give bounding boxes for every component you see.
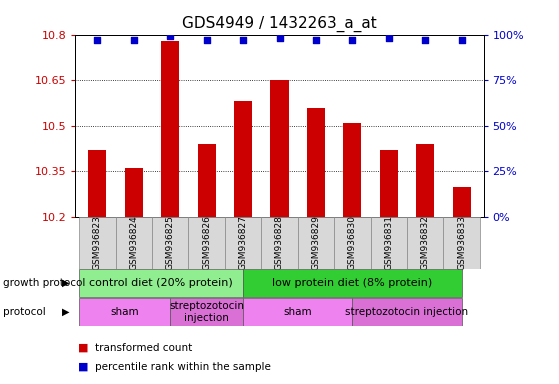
Bar xyxy=(197,144,216,217)
Bar xyxy=(170,298,243,326)
Bar xyxy=(225,217,261,269)
Text: GSM936831: GSM936831 xyxy=(384,215,394,270)
Bar xyxy=(443,217,480,269)
Bar xyxy=(161,41,179,217)
Bar xyxy=(307,108,325,217)
Text: transformed count: transformed count xyxy=(95,343,192,353)
Bar xyxy=(79,270,243,297)
Text: ▶: ▶ xyxy=(62,278,70,288)
Bar xyxy=(298,217,334,269)
Text: GSM936828: GSM936828 xyxy=(275,215,284,270)
Point xyxy=(421,37,430,43)
Text: streptozotocin
injection: streptozotocin injection xyxy=(169,301,244,323)
Bar xyxy=(243,270,462,297)
Text: streptozotocin injection: streptozotocin injection xyxy=(345,307,468,317)
Bar xyxy=(125,168,143,217)
Bar xyxy=(79,217,116,269)
Text: GSM936823: GSM936823 xyxy=(93,215,102,270)
Text: low protein diet (8% protein): low protein diet (8% protein) xyxy=(272,278,433,288)
Bar xyxy=(343,123,362,217)
Text: ■: ■ xyxy=(78,362,89,372)
Point xyxy=(202,37,211,43)
Bar xyxy=(407,217,443,269)
Point xyxy=(165,33,174,40)
Bar xyxy=(234,101,252,217)
Bar xyxy=(188,217,225,269)
Bar xyxy=(371,217,407,269)
Bar xyxy=(334,217,371,269)
Bar xyxy=(261,217,298,269)
Text: GSM936827: GSM936827 xyxy=(239,215,248,270)
Point xyxy=(385,35,394,41)
Title: GDS4949 / 1432263_a_at: GDS4949 / 1432263_a_at xyxy=(182,16,377,32)
Point xyxy=(129,37,138,43)
Bar xyxy=(79,298,170,326)
Point xyxy=(348,37,357,43)
Text: protocol: protocol xyxy=(3,307,45,317)
Bar xyxy=(88,150,106,217)
Bar xyxy=(453,187,471,217)
Text: growth protocol: growth protocol xyxy=(3,278,85,288)
Text: GSM936829: GSM936829 xyxy=(311,215,320,270)
Bar xyxy=(116,217,152,269)
Bar xyxy=(352,298,462,326)
Bar xyxy=(271,80,288,217)
Text: ■: ■ xyxy=(78,343,89,353)
Text: GSM936830: GSM936830 xyxy=(348,215,357,270)
Text: GSM936832: GSM936832 xyxy=(421,215,430,270)
Text: sham: sham xyxy=(283,307,312,317)
Point xyxy=(457,37,466,43)
Bar xyxy=(380,150,398,217)
Point xyxy=(93,37,102,43)
Text: sham: sham xyxy=(110,307,139,317)
Text: GSM936826: GSM936826 xyxy=(202,215,211,270)
Text: GSM936824: GSM936824 xyxy=(129,215,138,270)
Text: GSM936825: GSM936825 xyxy=(165,215,175,270)
Text: control diet (20% protein): control diet (20% protein) xyxy=(89,278,233,288)
Bar xyxy=(416,144,434,217)
Text: percentile rank within the sample: percentile rank within the sample xyxy=(95,362,271,372)
Bar xyxy=(152,217,188,269)
Bar xyxy=(243,298,352,326)
Point xyxy=(311,37,320,43)
Text: ▶: ▶ xyxy=(62,307,70,317)
Text: GSM936833: GSM936833 xyxy=(457,215,466,270)
Point xyxy=(275,35,284,41)
Point xyxy=(239,37,248,43)
